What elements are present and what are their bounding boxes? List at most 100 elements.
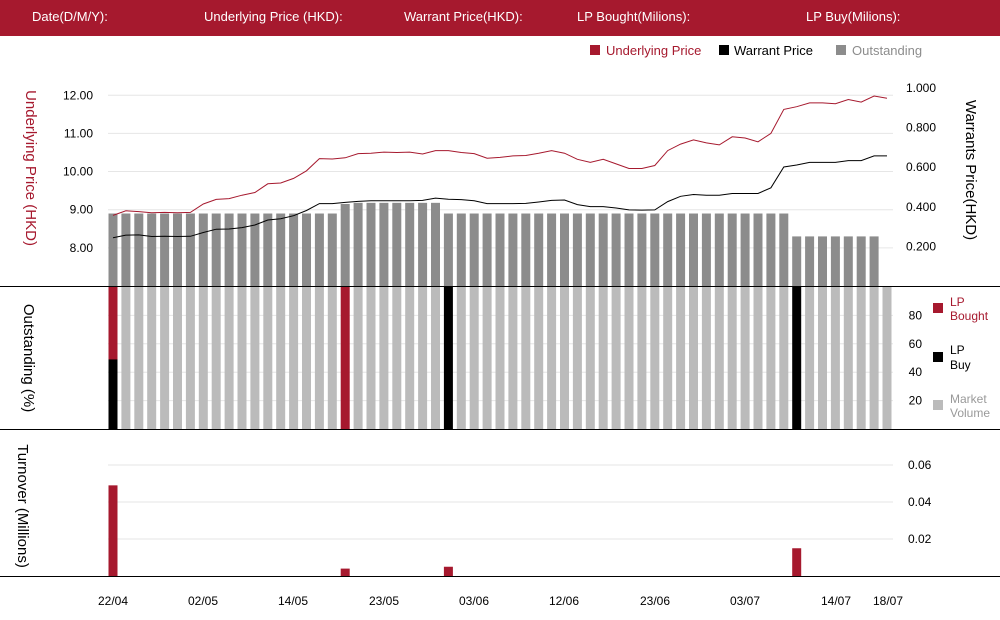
market-volume-bar bbox=[650, 287, 660, 429]
market-volume-bar bbox=[250, 287, 260, 429]
outstanding-bar bbox=[340, 203, 350, 286]
outstanding-bar bbox=[818, 236, 827, 286]
y-tick-left: 11.00 bbox=[64, 126, 93, 140]
x-tick-label: 14/05 bbox=[278, 594, 308, 608]
outstanding-bar bbox=[869, 236, 879, 286]
outstanding-bar bbox=[572, 213, 582, 286]
outstanding-bar bbox=[534, 213, 544, 286]
legend-underlying-label: Underlying Price bbox=[606, 43, 701, 58]
outstanding-bar bbox=[134, 213, 144, 286]
y-tick-turnover: 0.04 bbox=[908, 495, 932, 509]
price-right-ticks: 0.200 0.400 0.600 0.800 1.000 bbox=[906, 81, 936, 253]
outstanding-bar bbox=[469, 213, 479, 286]
turnover-ticks: 0.02 0.04 0.06 bbox=[908, 458, 932, 546]
legend-lp-buy-swatch bbox=[933, 352, 943, 362]
header-lp-buy-label: LP Buy(Milions): bbox=[806, 9, 901, 24]
outstanding-ticks: 20 40 60 80 bbox=[909, 308, 923, 407]
outstanding-bar bbox=[237, 213, 247, 286]
market-volume-bar bbox=[289, 287, 299, 429]
x-tick-label: 02/05 bbox=[188, 594, 218, 608]
outstanding-bar bbox=[805, 236, 815, 286]
outstanding-bar bbox=[508, 213, 518, 286]
legend-market-volume-line1: Market bbox=[950, 392, 987, 406]
y-tick-right: 0.800 bbox=[906, 121, 936, 135]
y-tick-right: 0.600 bbox=[906, 160, 936, 174]
legend-warrant-swatch bbox=[719, 45, 729, 55]
turnover-panel-grid bbox=[108, 464, 893, 540]
market-volume-bar bbox=[276, 287, 286, 429]
lp-bought-bar bbox=[108, 287, 118, 429]
market-volume-bar bbox=[856, 287, 866, 429]
lp-bought-bar bbox=[340, 287, 350, 429]
market-volume-bar bbox=[818, 287, 827, 429]
market-volume-bar bbox=[508, 287, 518, 429]
market-volume-bar bbox=[572, 287, 582, 429]
market-volume-bar bbox=[224, 287, 234, 429]
ylabel-warrant: Warrants Price(HKD) bbox=[962, 100, 979, 240]
outstanding-bar bbox=[779, 213, 789, 286]
outstanding-bar bbox=[108, 213, 118, 286]
market-volume-bar bbox=[353, 287, 363, 429]
market-volume-bar bbox=[663, 287, 673, 429]
outstanding-bar bbox=[766, 213, 776, 286]
x-axis-ticks: 22/04 02/05 14/05 23/05 03/06 12/06 23/06 03/07… bbox=[98, 594, 903, 608]
outstanding-bar bbox=[611, 213, 621, 286]
market-volume-bar bbox=[869, 287, 879, 429]
y-tick-right: 1.000 bbox=[906, 81, 936, 95]
outstanding-bar bbox=[392, 202, 402, 286]
y-tick-outstanding: 60 bbox=[909, 337, 923, 351]
x-tick-label: 12/06 bbox=[549, 594, 579, 608]
market-volume-bar bbox=[392, 287, 402, 429]
market-volume-bar bbox=[727, 287, 737, 429]
outstanding-bar bbox=[211, 213, 221, 286]
market-volume-bar bbox=[469, 287, 479, 429]
outstanding-bar bbox=[650, 213, 660, 286]
turnover-bars bbox=[108, 485, 802, 576]
turnover-bar bbox=[108, 485, 118, 576]
x-tick-label: 03/06 bbox=[459, 594, 489, 608]
warrant-price-line bbox=[112, 155, 887, 239]
y-tick-outstanding: 20 bbox=[909, 394, 923, 408]
market-volume-bar bbox=[598, 287, 608, 429]
market-volume-bar bbox=[302, 287, 311, 429]
legend-warrant-label: Warrant Price bbox=[734, 43, 813, 58]
market-volume-bar bbox=[456, 287, 466, 429]
market-volume-bar bbox=[714, 287, 724, 429]
outstanding-bar bbox=[689, 213, 698, 286]
header-underlying-label: Underlying Price (HKD): bbox=[204, 9, 343, 24]
legend-outstanding-swatch bbox=[836, 45, 846, 55]
outstanding-bar bbox=[560, 213, 569, 286]
outstanding-bar bbox=[289, 213, 299, 286]
market-volume-bar bbox=[676, 287, 686, 429]
legend-lp-bought-swatch bbox=[933, 303, 943, 313]
y-tick-left: 9.00 bbox=[70, 203, 94, 217]
market-volume-bar bbox=[147, 287, 157, 429]
market-volume-bar bbox=[843, 287, 853, 429]
x-tick-label: 18/07 bbox=[873, 594, 903, 608]
market-volume-bar bbox=[314, 287, 324, 429]
outstanding-bar bbox=[598, 213, 608, 286]
market-volume-bar bbox=[327, 287, 337, 429]
market-volume-bar bbox=[560, 287, 569, 429]
outstanding-bar bbox=[727, 213, 737, 286]
outstanding-bar bbox=[302, 213, 311, 286]
outstanding-bar bbox=[714, 213, 724, 286]
ylabel-outstanding: Outstanding (%) bbox=[20, 304, 37, 412]
x-tick-label: 23/06 bbox=[640, 594, 670, 608]
market-volume-bar bbox=[405, 287, 415, 429]
outstanding-bar bbox=[327, 213, 337, 286]
legend-lp-bought-line1: LP bbox=[950, 295, 965, 309]
legend-outstanding-label: Outstanding bbox=[852, 43, 922, 58]
market-volume-bar bbox=[134, 287, 144, 429]
outstanding-bar bbox=[160, 213, 170, 286]
y-tick-turnover: 0.02 bbox=[908, 532, 932, 546]
outstanding-bar bbox=[843, 236, 853, 286]
market-volume-bar bbox=[766, 287, 776, 429]
market-volume-bar bbox=[882, 287, 892, 429]
market-volume-bar bbox=[547, 287, 557, 429]
market-volume-bar bbox=[211, 287, 221, 429]
lp-buy-bar bbox=[108, 359, 118, 429]
outstanding-bar bbox=[418, 202, 428, 286]
